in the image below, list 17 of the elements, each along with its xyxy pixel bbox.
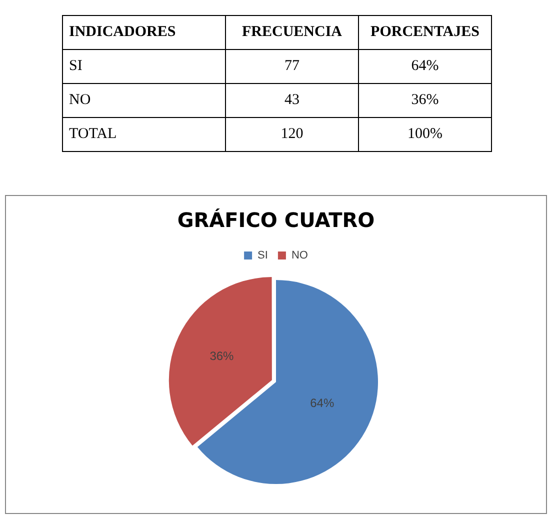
data-label: 64%: [310, 396, 334, 410]
text: 64%: [411, 58, 439, 74]
legend-label: NO: [291, 250, 308, 262]
category-label: NO: [69, 92, 91, 108]
text: PORCENTAJES: [358, 16, 492, 50]
text: 36%: [411, 92, 439, 108]
text: 77: [226, 50, 358, 84]
data-label: 36%: [210, 348, 234, 363]
text: FRECUENCIA: [226, 16, 358, 50]
text: 120: [226, 118, 358, 152]
category-label: SI: [69, 58, 82, 74]
text: TOTAL: [62, 118, 226, 152]
text: INDICADORES: [62, 16, 226, 50]
text: 43: [226, 84, 358, 118]
chart-title: GRÁFICO CUATRO: [177, 208, 375, 232]
legend-label: SI: [258, 250, 268, 262]
text: 100%: [358, 118, 492, 152]
